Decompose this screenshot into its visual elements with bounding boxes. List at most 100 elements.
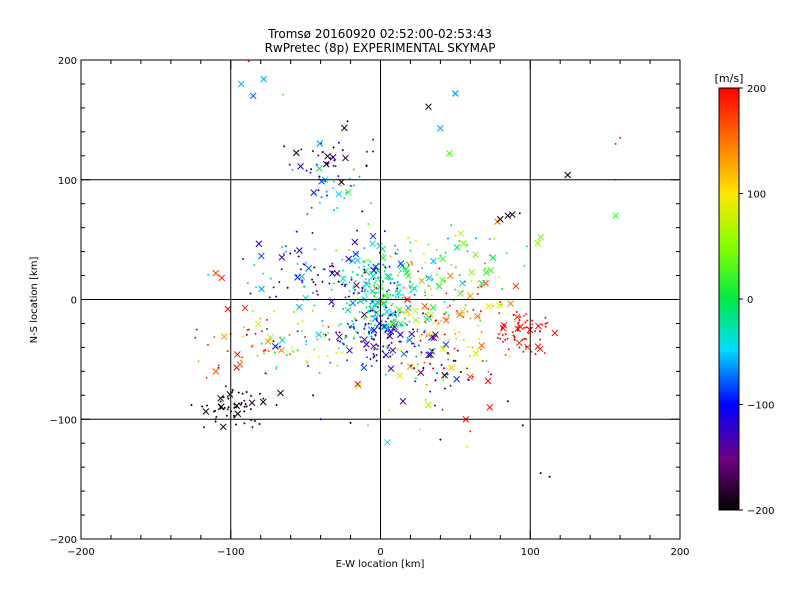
data-point-cross: [468, 268, 476, 276]
data-point-cross: [264, 338, 272, 345]
data-point-dot: [502, 340, 505, 343]
data-point-dot: [313, 248, 316, 251]
data-point-dot: [436, 283, 439, 286]
data-point-dot: [400, 362, 403, 365]
data-point-dot: [231, 391, 234, 394]
data-point-dot: [364, 293, 367, 296]
data-point-cross: [472, 350, 480, 357]
data-point-cross: [373, 309, 381, 317]
data-point-cross: [266, 334, 274, 341]
data-point-dot: [293, 310, 296, 313]
data-point-dot: [373, 286, 376, 289]
data-point-dot: [369, 285, 372, 288]
data-point-cross: [292, 149, 300, 157]
data-point-cross: [212, 367, 220, 375]
data-point-dot: [341, 342, 344, 345]
data-point-dot: [420, 353, 423, 356]
data-point-dot: [394, 252, 397, 255]
data-point-cross: [430, 257, 437, 265]
data-point-cross: [316, 140, 324, 147]
y-tick-label: 0: [71, 296, 77, 307]
data-point-dot: [374, 314, 377, 317]
data-point-dot: [316, 338, 319, 341]
data-point-dot: [525, 245, 528, 248]
data-point-dot: [441, 375, 444, 378]
data-point-cross: [341, 124, 348, 132]
data-point-dot: [367, 285, 370, 288]
data-point-dot: [470, 279, 473, 282]
data-point-dot: [498, 276, 501, 279]
data-point-dot: [357, 301, 360, 304]
data-point-dot: [332, 265, 335, 268]
data-point-dot: [222, 396, 225, 399]
data-point-dot: [378, 279, 381, 282]
data-point-dot: [227, 406, 230, 409]
y-axis-label: N-S location [km]: [29, 257, 40, 344]
data-point-dot: [358, 310, 361, 313]
data-point-dot: [332, 146, 335, 149]
data-point-dot: [411, 263, 414, 266]
data-point-cross: [370, 342, 377, 350]
data-point-dot: [363, 290, 366, 293]
data-point-dot: [263, 352, 266, 355]
data-point-dot: [387, 315, 390, 318]
data-point-dot: [396, 293, 399, 296]
data-point-dot: [437, 322, 440, 325]
data-point-dot: [305, 169, 308, 172]
data-point-dot: [434, 379, 437, 382]
data-point-dot: [387, 317, 390, 320]
data-point-cross: [302, 294, 310, 302]
data-point-dot: [318, 175, 321, 178]
data-point-dot: [390, 304, 393, 307]
data-point-dot: [412, 328, 415, 331]
data-point-dot: [201, 405, 204, 408]
data-point-dot: [484, 262, 487, 265]
data-point-dot: [423, 288, 426, 291]
data-point-dot: [508, 355, 511, 358]
data-point-dot: [322, 333, 325, 336]
data-point-dot: [439, 438, 442, 441]
data-point-dot: [349, 184, 352, 187]
data-point-dot: [504, 353, 507, 356]
data-point-cross: [439, 255, 447, 263]
data-point-dot: [381, 314, 384, 317]
data-point-dot: [272, 340, 275, 343]
data-point-dot: [325, 190, 328, 193]
data-point-dot: [446, 352, 449, 355]
data-point-dot: [356, 331, 359, 334]
data-point-cross: [486, 403, 494, 411]
data-point-dot: [479, 320, 482, 323]
data-point-dot: [331, 156, 334, 159]
data-point-dot: [409, 241, 412, 244]
data-point-dot: [431, 333, 434, 336]
data-point-dot: [347, 322, 350, 325]
data-point-cross: [513, 313, 521, 321]
data-point-dot: [348, 290, 351, 293]
data-point-cross: [372, 263, 379, 271]
data-point-dot: [246, 328, 249, 331]
data-point-dot: [339, 184, 342, 187]
data-point-dot: [530, 350, 533, 353]
data-point-dot: [440, 319, 443, 322]
data-point-dot: [396, 253, 399, 256]
data-point-dot: [391, 294, 394, 297]
data-point-dot: [250, 394, 253, 397]
data-point-dot: [402, 286, 405, 289]
data-point-dot: [443, 301, 446, 304]
data-point-dot: [372, 353, 375, 356]
data-point-dot: [477, 286, 480, 289]
data-point-dot: [264, 372, 267, 375]
data-point-dot: [491, 305, 494, 308]
data-point-dot: [214, 420, 217, 423]
data-point-cross: [234, 410, 242, 418]
data-point-cross: [258, 285, 265, 293]
data-point-dot: [337, 347, 340, 350]
data-point-dot: [344, 337, 347, 340]
data-point-dot: [446, 237, 449, 240]
data-point-cross: [410, 285, 418, 292]
data-point-dot: [370, 322, 373, 325]
data-point-dot: [262, 349, 265, 352]
data-point-dot: [523, 314, 526, 317]
data-point-dot: [299, 268, 302, 271]
data-point-dot: [357, 291, 360, 294]
